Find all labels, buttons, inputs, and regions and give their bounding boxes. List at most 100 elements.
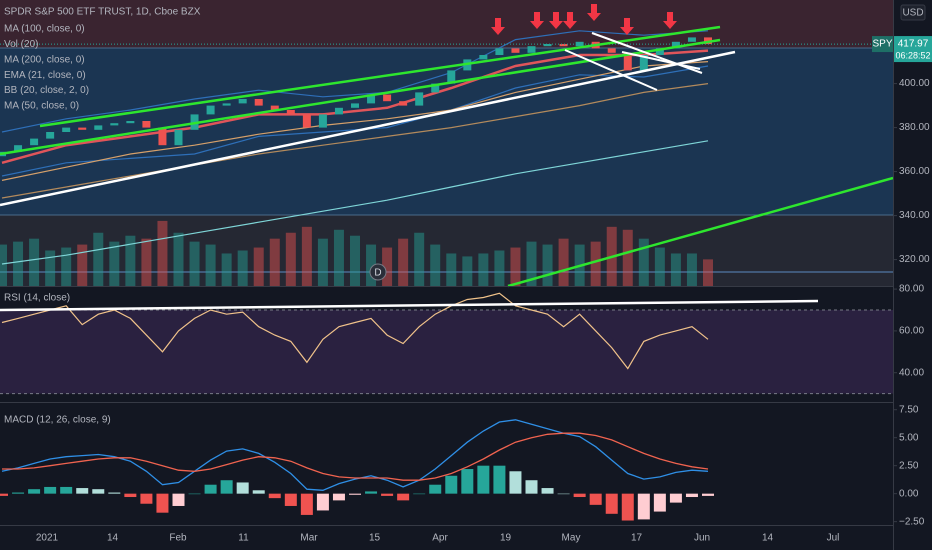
legend-entry: EMA (21, close, 0) — [4, 70, 86, 81]
volume-bar — [462, 256, 473, 286]
volume-bar — [333, 229, 344, 286]
candle-body — [383, 94, 392, 102]
legend-entry: BB (20, close, 2, 0) — [4, 85, 89, 96]
arrow — [530, 12, 544, 29]
trend-line — [0, 299, 819, 312]
histogram-bar — [685, 493, 698, 498]
volume-bar — [590, 241, 601, 286]
histogram-bar — [509, 471, 522, 494]
trend-line — [621, 51, 701, 70]
candle-body — [174, 129, 183, 146]
candle-body — [495, 48, 504, 55]
candle-body — [639, 55, 648, 71]
arrow — [663, 12, 677, 29]
volume-bar — [350, 235, 360, 286]
arrow — [620, 18, 634, 35]
candle-body — [543, 44, 552, 47]
histogram-bar — [573, 493, 586, 498]
histogram-bar — [284, 493, 297, 506]
currency[interactable]: USD — [902, 8, 923, 19]
indicator-line — [1, 30, 709, 133]
volume-bar — [301, 226, 312, 286]
candle-body — [286, 110, 295, 115]
histogram-bar — [557, 493, 570, 495]
x-tick-label: 15 — [369, 533, 381, 544]
volume-bar — [703, 259, 713, 286]
candle-body — [142, 121, 151, 128]
y-tick-label: 7.50 — [899, 404, 919, 415]
x-tick-label: 2021 — [36, 533, 59, 544]
volume-bar — [638, 238, 649, 286]
histogram-bar — [589, 493, 602, 505]
countdown: 06:28:52 — [895, 50, 930, 60]
arrow — [587, 4, 601, 21]
candle-body — [655, 48, 664, 55]
candle-body — [559, 44, 568, 47]
volume-bar — [494, 250, 505, 286]
candle-body — [78, 127, 87, 130]
x-tick-label: Apr — [432, 533, 448, 544]
x-tick-label: 11 — [238, 533, 249, 544]
histogram-bar — [44, 486, 57, 494]
volume-bar — [366, 244, 377, 286]
x-tick-label: 17 — [631, 533, 643, 544]
trend-line — [507, 176, 894, 288]
arrow — [563, 12, 577, 29]
volume-bar — [558, 238, 569, 286]
histogram-bar — [108, 492, 121, 494]
candle-body — [511, 48, 520, 53]
candle-body — [254, 99, 263, 106]
volume-bar — [205, 244, 216, 286]
candle-body — [367, 94, 376, 104]
channel-zone — [0, 48, 893, 215]
histogram-bar — [397, 493, 410, 501]
candle-body — [351, 103, 359, 108]
candle-body — [270, 105, 279, 110]
legend-entry: MA (50, close, 0) — [4, 101, 79, 112]
histogram-bar — [445, 475, 458, 494]
indicator-line — [1, 140, 709, 265]
arrows — [491, 4, 677, 35]
histogram-bar — [252, 490, 265, 494]
volume-bar — [510, 247, 521, 286]
indicator-line — [1, 65, 709, 177]
candle-body — [447, 70, 456, 84]
histogram-bar — [365, 491, 378, 494]
volume-bar — [13, 241, 24, 286]
candle-body — [318, 114, 327, 128]
x-tick-label: May — [562, 533, 581, 544]
candle-body — [623, 52, 632, 71]
histogram-bar — [60, 486, 73, 494]
histogram-bar — [0, 493, 8, 496]
pane-title: RSI (14, close) — [4, 293, 70, 304]
volume-bar — [29, 238, 40, 286]
histogram-bar — [381, 493, 394, 496]
y-tick-label: 2.50 — [899, 460, 919, 471]
histogram-bar — [653, 493, 666, 512]
volume-bar — [285, 232, 296, 286]
dividend-marker[interactable] — [369, 263, 387, 281]
volume-bar — [141, 238, 152, 286]
histogram-bar — [461, 469, 474, 494]
macd-line — [1, 419, 709, 491]
histogram-bar — [140, 493, 153, 504]
histogram-bar — [477, 465, 490, 494]
x-tick-label: Mar — [300, 533, 318, 544]
volume-bar — [414, 232, 425, 286]
histogram-bar — [268, 493, 281, 499]
histogram-bar — [525, 480, 538, 494]
arrow — [491, 18, 505, 35]
x-tick-label: Jun — [694, 533, 710, 544]
y-tick-label: 5.00 — [899, 432, 919, 443]
candle-body — [158, 127, 167, 146]
volume-bar — [237, 250, 248, 286]
histogram-bar — [702, 493, 714, 496]
dividend-label[interactable]: D — [374, 268, 381, 279]
candle-body — [126, 121, 135, 124]
histogram-bar — [332, 493, 345, 501]
volume-bar — [398, 238, 409, 286]
pane-title: MACD (12, 26, close, 9) — [4, 415, 111, 426]
candle-body — [399, 101, 408, 106]
lower-zone — [0, 215, 893, 286]
currency-box[interactable] — [900, 4, 926, 21]
